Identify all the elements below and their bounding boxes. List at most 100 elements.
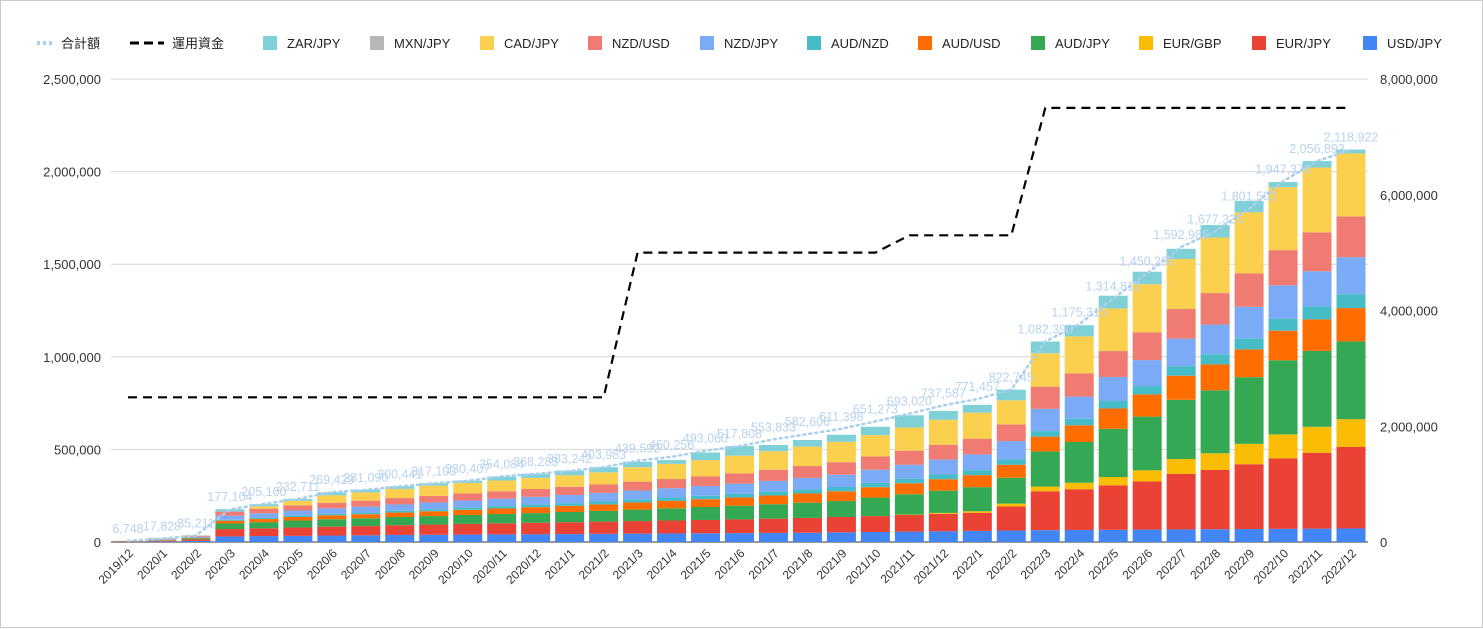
bar-nzd-jpy <box>1065 397 1094 419</box>
bar-eur-jpy <box>283 528 312 536</box>
bar-aud-jpy <box>589 511 618 522</box>
legend-item-mxn-jpy[interactable]: MXN/JPY <box>370 36 451 51</box>
legend-label: CAD/JPY <box>504 36 559 51</box>
total-data-label: 1,450,290 <box>1119 254 1175 268</box>
x-axis-ticks: 2019/122020/12020/22020/32020/42020/5202… <box>96 546 1360 587</box>
bar-aud-nzd <box>997 460 1026 465</box>
legend-swatch <box>1363 36 1377 50</box>
right-tick-label: 0 <box>1380 535 1387 550</box>
bar-aud-nzd <box>1303 306 1332 319</box>
total-data-label: 35,211 <box>177 517 214 531</box>
bar-aud-usd <box>181 538 210 539</box>
bar-aud-nzd <box>419 509 448 511</box>
legend-item-nzd-usd[interactable]: NZD/USD <box>588 36 670 51</box>
bar-eur-jpy <box>589 522 618 534</box>
x-tick-label: 2020/12 <box>503 546 544 587</box>
legend-item-cad-jpy[interactable]: CAD/JPY <box>480 36 559 51</box>
x-tick-label: 2022/3 <box>1018 546 1054 582</box>
bar-usd-jpy <box>487 534 516 542</box>
right-tick-label: 8,000,000 <box>1380 72 1438 87</box>
bar-nzd-usd <box>793 466 822 478</box>
bar-aud-jpy <box>283 521 312 528</box>
legend-item-aud-nzd[interactable]: AUD/NZD <box>807 36 889 51</box>
bar-aud-nzd <box>895 479 924 484</box>
bar-aud-nzd <box>929 474 958 479</box>
x-tick-label: 2020/6 <box>304 546 340 582</box>
bar-nzd-jpy <box>1269 285 1298 318</box>
x-tick-label: 2022/8 <box>1187 546 1223 582</box>
bar-usd-jpy <box>317 536 346 542</box>
legend-item-series-0[interactable]: 合計額 <box>37 36 100 51</box>
bar-aud-jpy <box>317 519 346 526</box>
bar-usd-jpy <box>1031 530 1060 542</box>
legend-item-zar-jpy[interactable]: ZAR/JPY <box>263 36 341 51</box>
bar-cad-jpy <box>1201 238 1230 294</box>
bar-aud-usd <box>793 493 822 502</box>
bar-aud-usd <box>1337 308 1366 341</box>
bar-eur-jpy <box>827 517 856 532</box>
bar-nzd-jpy <box>827 475 856 487</box>
bar-aud-jpy <box>929 491 958 513</box>
total-data-label: 1,677,325 <box>1187 212 1243 226</box>
bar-cad-jpy <box>657 464 686 479</box>
right-tick-label: 4,000,000 <box>1380 304 1438 319</box>
bar-aud-jpy <box>1337 341 1366 419</box>
bar-aud-nzd <box>725 494 754 498</box>
bar-nzd-usd <box>1337 216 1366 257</box>
total-data-label: 1,082,390 <box>1017 323 1073 337</box>
bar-zar-jpy <box>997 390 1026 401</box>
bar-nzd-jpy <box>963 454 992 470</box>
bar-usd-jpy <box>1235 529 1264 542</box>
legend-item-nzd-jpy[interactable]: NZD/JPY <box>700 36 779 51</box>
bar-nzd-jpy <box>487 499 516 506</box>
bar-usd-jpy <box>351 535 380 542</box>
legend-item-aud-jpy[interactable]: AUD/JPY <box>1031 36 1110 51</box>
x-tick-label: 2022/11 <box>1285 546 1325 586</box>
bar-eur-jpy <box>929 514 958 531</box>
bar-aud-usd <box>1031 437 1060 452</box>
bar-aud-usd <box>623 503 652 510</box>
legend-swatch <box>807 36 821 50</box>
bar-aud-jpy <box>215 523 244 529</box>
bar-eur-jpy <box>1269 458 1298 528</box>
bar-usd-jpy <box>657 533 686 542</box>
x-tick-label: 2021/11 <box>878 546 918 586</box>
bar-cad-jpy <box>351 492 380 500</box>
x-tick-label: 2020/1 <box>134 546 170 582</box>
bar-usd-jpy <box>521 534 550 542</box>
legend-item-eur-jpy[interactable]: EUR/JPY <box>1252 36 1331 51</box>
legend-label: AUD/JPY <box>1055 36 1110 51</box>
bar-aud-nzd <box>691 496 720 500</box>
bar-aud-jpy <box>997 478 1026 504</box>
bar-cad-jpy <box>793 447 822 466</box>
bar-aud-jpy <box>351 518 380 526</box>
legend-item-aud-usd[interactable]: AUD/USD <box>918 36 1001 51</box>
bar-nzd-usd <box>1031 387 1060 409</box>
bar-nzd-jpy <box>793 478 822 489</box>
total-data-label: 1,947,378 <box>1255 162 1311 176</box>
bar-aud-nzd <box>1269 319 1298 331</box>
bar-aud-usd <box>317 515 346 519</box>
bar-aud-nzd <box>861 483 890 487</box>
bar-aud-nzd <box>521 505 550 508</box>
bar-aud-usd <box>1269 331 1298 361</box>
left-tick-label: 1,500,000 <box>43 257 101 272</box>
bar-aud-nzd <box>1065 419 1094 425</box>
bar-eur-gbp <box>1303 427 1332 453</box>
bar-nzd-usd <box>1065 373 1094 396</box>
bar-cad-jpy <box>759 451 788 470</box>
x-tick-label: 2022/6 <box>1119 546 1155 582</box>
legend-item-eur-gbp[interactable]: EUR/GBP <box>1139 36 1222 51</box>
legend-label: EUR/JPY <box>1276 36 1331 51</box>
right-tick-label: 6,000,000 <box>1380 188 1438 203</box>
x-tick-label: 2021/8 <box>780 546 816 582</box>
legend-swatch <box>588 36 602 50</box>
legend-item-usd-jpy[interactable]: USD/JPY <box>1363 36 1442 51</box>
bar-nzd-usd <box>861 456 890 469</box>
bar-eur-jpy <box>623 521 652 534</box>
legend-item-series-1[interactable]: 運用資金 <box>130 36 224 51</box>
bar-aud-usd <box>1201 364 1230 390</box>
x-tick-label: 2021/12 <box>911 546 952 587</box>
bar-eur-gbp <box>1065 483 1094 489</box>
